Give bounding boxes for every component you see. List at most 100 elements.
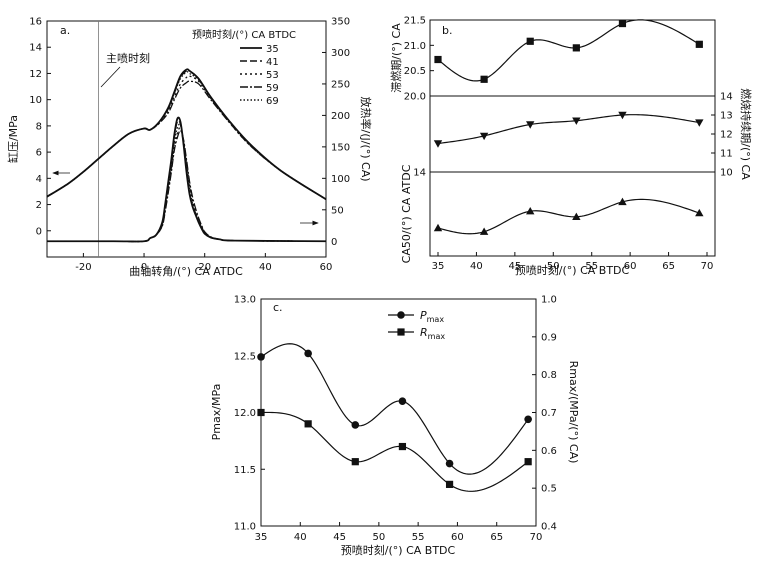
panel-b-x-tick-label: 50 <box>547 261 560 272</box>
data-point-Pmax <box>257 353 265 361</box>
data-point-CA50 <box>618 197 627 206</box>
legend-label-Rmax: Rmax <box>420 326 445 341</box>
heat-release-curve-53 <box>47 127 327 243</box>
panel-b-x-tick-label: 35 <box>432 261 445 272</box>
data-point-CA50 <box>572 212 581 220</box>
panel-a-right-tick-label: 100 <box>331 174 350 185</box>
data-point-滞燃期 <box>434 55 442 64</box>
panel-c-x-tick-label: 70 <box>530 532 543 543</box>
data-point-Pmax <box>351 421 360 429</box>
data-point-Rmax <box>351 458 359 466</box>
pressure-curve-41 <box>46 69 327 200</box>
panel-a-x-tick-label: 0 <box>141 262 147 273</box>
data-point-燃烧持续期 <box>695 119 704 127</box>
panel-b-x-tick-label: 65 <box>662 261 675 272</box>
panel-c-x-tick-label: 55 <box>412 532 425 543</box>
data-point-Pmax <box>304 349 312 358</box>
pressure-curve-53 <box>46 75 327 200</box>
panel-c-left-tick-label: 12.5 <box>234 351 256 362</box>
annotation-pointer <box>100 66 121 88</box>
data-point-Rmax <box>445 480 454 488</box>
data-point-CA50 <box>526 207 535 215</box>
data-point-滞燃期 <box>480 75 488 83</box>
data-point-CA50 <box>695 208 704 217</box>
panel-b-y-tick-label: 20.5 <box>404 66 426 77</box>
panel-c-right-tick-label: 0.9 <box>541 332 557 343</box>
panel-c-x-axis-label: 预喷时刻/(°) CA BTDC <box>341 543 456 557</box>
panel-c-x-tick-label: 50 <box>372 532 385 543</box>
legend-marker-Pmax <box>397 311 405 319</box>
data-point-Rmax <box>304 420 312 428</box>
fit-curve-Rmax <box>260 411 529 492</box>
pressure-curve-59 <box>46 80 327 200</box>
data-point-Pmax <box>524 415 532 424</box>
panel-a-x-axis-label: 曲轴转角/(°) CA ATDC <box>129 264 243 278</box>
panel-a-right-tick-label: 200 <box>331 111 350 122</box>
panel-a-right-tick-label: 50 <box>331 205 344 216</box>
data-point-Rmax <box>398 442 407 451</box>
panel-a-left-tick-label: 0 <box>36 226 42 237</box>
data-point-燃烧持续期 <box>479 132 489 141</box>
panel-a-right-tick-label: 350 <box>331 17 350 28</box>
main-injection-annotation: 主喷时刻 <box>106 51 150 65</box>
panel-a-left-tick-label: 2 <box>36 200 42 211</box>
panel-a-right-tick-label: 0 <box>331 237 337 248</box>
panel-b-x-tick-label: 70 <box>701 261 714 272</box>
data-point-CA50 <box>479 227 489 235</box>
panel-c-label: c. <box>273 301 283 314</box>
panel-b-combustion-duration-label: 燃烧持续期/(°) CA <box>739 88 753 180</box>
panel-a-left-tick-label: 14 <box>29 43 42 54</box>
panel-b-y-tick-label: 20.0 <box>404 92 426 103</box>
panel-b-y-tick-label: 10 <box>720 168 733 179</box>
panel-a-left-tick-label: 16 <box>29 17 42 28</box>
data-point-燃烧持续期 <box>433 140 443 148</box>
data-point-Rmax <box>524 458 532 466</box>
panel-a-chart: a. -20 0 20 40 60 0 2 4 6 8 10 12 14 16 0 50 100 150 200… <box>6 17 373 279</box>
panel-c-right-tick-label: 0.8 <box>541 370 557 381</box>
panel-c-x-tick-label: 45 <box>333 532 346 543</box>
panel-b-x-tick-label: 45 <box>508 261 521 272</box>
panel-b-y-tick-label: 21.5 <box>404 16 426 27</box>
panel-b-y-tick-label: 14 <box>720 92 733 103</box>
panel-c-x-tick-label: 40 <box>294 532 307 543</box>
pressure-curve-69 <box>46 71 327 200</box>
panel-a-x-tick-label: 60 <box>320 262 333 273</box>
panel-c-x-tick-label: 60 <box>451 532 464 543</box>
panel-c-right-axis-label: Rmax/(MPa/(°) CA) <box>567 361 580 464</box>
panel-b-ignition-delay-label: 滞燃期/(°) CA <box>389 23 403 93</box>
panel-b-y-tick-label: 12 <box>720 130 733 141</box>
panel-c-right-tick-label: 0.7 <box>541 408 557 419</box>
panel-c-left-axis-label: Pmax/MPa <box>210 384 223 441</box>
panel-a-left-tick-label: 8 <box>36 121 42 132</box>
panel-c-right-tick-label: 0.5 <box>541 484 557 495</box>
data-point-滞燃期 <box>695 40 703 48</box>
data-point-燃烧持续期 <box>618 111 627 120</box>
fit-curve-滞燃期 <box>437 19 700 82</box>
panel-c-right-tick-label: 0.6 <box>541 446 557 457</box>
legend-label-69: 69 <box>266 96 279 107</box>
panel-b-y-tick-label: 11 <box>720 149 733 160</box>
data-point-燃烧持续期 <box>572 117 581 125</box>
data-point-滞燃期 <box>618 19 627 28</box>
panel-b-y-tick-label: 13 <box>720 111 733 122</box>
panel-a-left-tick-label: 4 <box>36 174 42 185</box>
panel-b-label: b. <box>442 24 452 37</box>
panel-c-right-tick-label: 0.4 <box>541 522 557 533</box>
fit-curve-Pmax <box>260 343 529 475</box>
data-point-燃烧持续期 <box>526 121 535 129</box>
data-point-Pmax <box>445 459 454 468</box>
data-point-Rmax <box>257 408 265 417</box>
panel-c-x-tick-label: 65 <box>490 532 503 543</box>
panel-b-x-tick-label: 55 <box>585 261 598 272</box>
legend-label-35: 35 <box>266 44 279 55</box>
panel-a-right-tick-label: 300 <box>331 48 350 59</box>
panel-a-right-tick-label: 150 <box>331 142 350 153</box>
fit-curve-CA50 <box>437 198 700 235</box>
heat-release-curve-59 <box>47 129 327 243</box>
heat-release-curve-69 <box>47 123 327 243</box>
legend-label-53: 53 <box>266 70 279 81</box>
panel-c-right-tick-label: 1.0 <box>541 295 557 306</box>
heat-release-curve-41 <box>47 119 327 243</box>
data-point-滞燃期 <box>526 37 534 45</box>
